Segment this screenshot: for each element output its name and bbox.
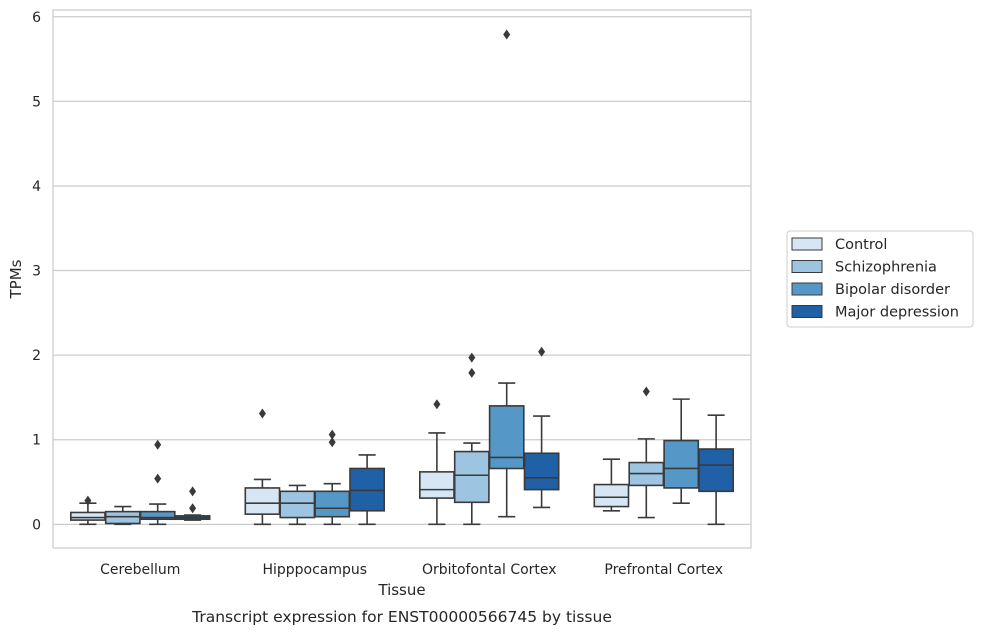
box-iqr [349, 467, 386, 512]
box-iqr [593, 483, 630, 508]
box-plot [279, 484, 316, 526]
box-iqr [488, 405, 525, 470]
box-plot [663, 398, 700, 504]
y-tick-label: 6 [32, 10, 41, 26]
y-axis-title: TPMs [7, 259, 25, 299]
legend-label: Control [835, 237, 887, 253]
box-series-layer [69, 29, 735, 526]
box-iqr [418, 471, 455, 499]
legend: Control Schizophrenia Bipolar disorder Majo… [786, 230, 974, 328]
outlier-point [189, 486, 197, 497]
legend-label: Bipolar disorder [835, 282, 950, 298]
outlier-point [642, 386, 650, 397]
outlier-point [433, 399, 441, 410]
outlier-point [468, 367, 476, 378]
legend-swatch [791, 237, 823, 251]
outlier-point [468, 352, 476, 363]
y-tick-label: 1 [32, 433, 41, 449]
x-tick-labels: Cerebellum Hipppocampus Orbitofontal Corte… [100, 562, 723, 578]
y-tick-labels: 0 1 2 3 4 5 6 [32, 10, 41, 534]
box-plot [244, 408, 281, 526]
box-plot [174, 486, 211, 521]
x-tick-label: Orbitofontal Cortex [422, 562, 557, 578]
box-iqr [453, 450, 490, 504]
box-iqr [279, 490, 316, 519]
outlier-point [258, 408, 266, 419]
outlier-point [503, 29, 511, 40]
x-axis-title: Tissue [377, 581, 425, 599]
legend-label: Major depression [835, 305, 959, 321]
x-tick-label: Cerebellum [100, 562, 180, 578]
y-tick-label: 2 [32, 348, 41, 364]
outlier-point [189, 503, 197, 514]
box-iqr [244, 487, 281, 515]
box-iqr [523, 452, 560, 491]
outlier-point [328, 429, 336, 440]
box-plot [698, 414, 735, 526]
legend-swatch [791, 260, 823, 273]
outlier-point [538, 346, 546, 357]
legend-entries: Control Schizophrenia Bipolar disorder Majo… [791, 237, 959, 321]
box-plot [453, 352, 490, 526]
legend-label: Schizophrenia [835, 260, 937, 276]
outlier-point [154, 439, 162, 450]
y-gridlines [53, 16, 751, 525]
box-plot [488, 29, 525, 518]
y-tick-label: 5 [32, 94, 41, 110]
box-iqr [314, 490, 351, 518]
box-iqr [663, 439, 700, 489]
x-tick-label: Prefrontal Cortex [604, 562, 723, 578]
box-plot [349, 454, 386, 526]
figure-caption: Transcript expression for ENST0000056674… [191, 608, 612, 626]
box-plot [69, 495, 106, 526]
box-plot [593, 458, 630, 512]
outlier-point [328, 437, 336, 448]
y-tick-label: 3 [32, 264, 41, 280]
outlier-point [154, 473, 162, 484]
y-tick-label: 4 [32, 179, 41, 195]
box-plot [139, 439, 176, 526]
y-tick-label: 0 [32, 517, 41, 533]
box-plot [523, 346, 560, 509]
legend-frame [786, 230, 974, 328]
box-iqr [698, 448, 735, 493]
plot-background [53, 10, 751, 548]
box-plot [418, 399, 455, 526]
box-iqr [69, 511, 106, 521]
x-tick-label: Hipppocampus [262, 562, 367, 578]
legend-swatch [791, 305, 823, 318]
legend-swatch [791, 282, 823, 296]
outlier-point [84, 495, 92, 506]
box-iqr [104, 510, 141, 525]
plot-frame [52, 9, 752, 549]
box-plot [104, 505, 141, 526]
